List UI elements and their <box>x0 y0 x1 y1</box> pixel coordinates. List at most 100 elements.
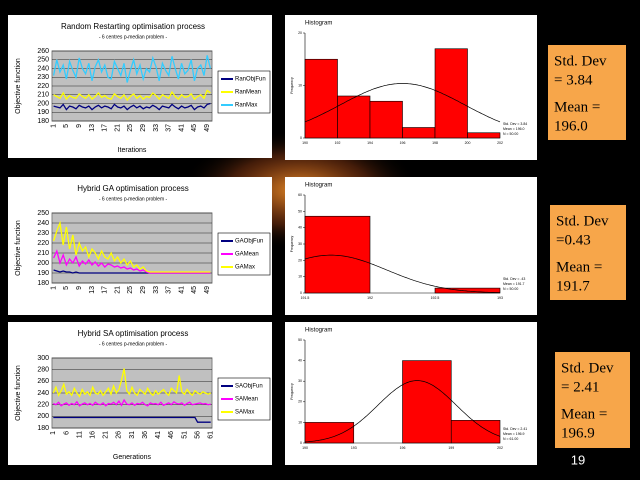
stats-text: Std. Dev <box>556 213 609 229</box>
y-tick-label: 250 <box>37 57 49 64</box>
stats-text: Std. Dev <box>561 360 614 376</box>
y-tick-label: 260 <box>37 48 49 55</box>
stats-text: Std. Dev <box>554 53 607 69</box>
x-tick-label: 45 <box>191 124 198 132</box>
x-tick-label: 49 <box>204 286 211 294</box>
y-tick-label: 20 <box>298 400 302 404</box>
x-tick-label: 202 <box>497 141 503 145</box>
y-axis-label: Frequency <box>290 77 294 94</box>
x-tick-label: 36 <box>142 431 149 439</box>
stats-label: N = 61.00 <box>503 437 518 441</box>
x-tick-label: 61 <box>208 431 215 439</box>
y-tick-label: 0 <box>300 136 302 140</box>
x-tick-label: 21 <box>103 431 110 439</box>
stats-box <box>548 45 626 140</box>
y-tick-label: 20 <box>298 258 302 262</box>
bar <box>450 420 501 444</box>
stats-text: 191.7 <box>556 278 590 294</box>
series-line <box>53 89 211 102</box>
stats-text: 196.0 <box>554 118 588 134</box>
y-tick-label: 200 <box>37 260 49 267</box>
x-tick-label: 31 <box>129 431 136 439</box>
legend-label: RanObjFun <box>235 77 266 83</box>
chart-subtitle: - 6 centres p-median problem - <box>99 196 168 202</box>
series-line <box>52 368 211 398</box>
series-line <box>53 102 211 111</box>
x-tick-label: 37 <box>166 124 173 132</box>
series-line <box>53 398 211 407</box>
y-tick-label: 40 <box>298 226 302 230</box>
stats-text: = 2.41 <box>561 379 599 395</box>
y-tick-label: 210 <box>37 250 49 257</box>
x-tick-label: 190 <box>302 446 308 450</box>
stats-text: 196.9 <box>561 425 595 441</box>
x-tick-label: 5 <box>63 286 70 290</box>
x-tick-label: 190 <box>302 141 308 145</box>
x-tick-label: 51 <box>181 431 188 439</box>
y-tick-label: 240 <box>37 220 49 227</box>
legend-label: GAMax <box>235 265 255 271</box>
y-tick-label: 50 <box>298 209 302 213</box>
y-tick-label: 180 <box>37 425 49 432</box>
y-tick-label: 30 <box>298 242 302 246</box>
y-tick-label: 280 <box>37 367 49 374</box>
x-tick-label: 5 <box>63 124 70 128</box>
y-axis-label: Objective function <box>15 58 22 114</box>
normal-curve <box>304 254 500 293</box>
normal-curve <box>304 380 501 443</box>
page-number: 19 <box>571 452 585 467</box>
x-tick-label: 6 <box>63 431 70 435</box>
y-axis-label: Frequency <box>290 235 294 252</box>
y-axis-label: Frequency <box>290 383 294 400</box>
y-axis-label: Objective function <box>15 365 22 421</box>
legend-label: SAObjFun <box>235 384 263 390</box>
x-tick-label: 9 <box>76 124 83 128</box>
x-tick-label: 49 <box>204 124 211 132</box>
x-tick-label: 198 <box>432 141 438 145</box>
legend-label: GAMean <box>235 252 259 258</box>
y-tick-label: 240 <box>37 65 49 72</box>
y-tick-label: 250 <box>37 210 49 217</box>
x-tick-label: 1 <box>50 286 57 290</box>
x-tick-label: 191.5 <box>301 296 310 300</box>
stats-label: Mean = 196.0 <box>503 127 525 131</box>
x-tick-label: 192 <box>367 296 373 300</box>
bar <box>434 287 501 294</box>
x-tick-label: 45 <box>191 286 198 294</box>
bar <box>337 95 371 139</box>
legend-label: RanMean <box>235 90 261 96</box>
x-tick-label: 33 <box>153 286 160 294</box>
legend-label: GAObjFun <box>235 239 263 245</box>
plot-area <box>51 212 213 284</box>
y-tick-label: 180 <box>37 280 49 287</box>
x-axis-label: Iterations <box>118 147 147 154</box>
y-tick-label: 220 <box>37 83 49 90</box>
series-line <box>53 249 211 274</box>
x-tick-label: 196 <box>400 141 406 145</box>
stats-text: = 3.84 <box>554 72 593 88</box>
x-axis-label: Generations <box>113 454 152 461</box>
chart-subtitle: - 6 centres p-median problem - <box>99 341 168 347</box>
y-tick-label: 30 <box>298 379 302 383</box>
y-tick-label: 190 <box>37 109 49 116</box>
normal-curve <box>304 83 501 123</box>
y-tick-label: 10 <box>298 275 302 279</box>
x-tick-label: 196 <box>400 446 406 450</box>
x-tick-label: 1 <box>50 124 57 128</box>
y-tick-label: 10 <box>298 420 302 424</box>
x-tick-label: 17 <box>102 286 109 294</box>
x-tick-label: 193 <box>497 296 503 300</box>
stats-text: =0.43 <box>556 232 591 248</box>
stats-label: N = 50.00 <box>503 287 518 291</box>
y-tick-label: 230 <box>37 230 49 237</box>
x-tick-label: 193 <box>351 446 357 450</box>
stats-box <box>550 205 626 300</box>
y-tick-label: 200 <box>37 100 49 107</box>
bar <box>304 215 371 294</box>
x-tick-label: 17 <box>102 124 109 132</box>
stats-text: Mean = <box>556 259 602 275</box>
y-tick-label: 0 <box>300 441 302 445</box>
y-tick-label: 220 <box>37 240 49 247</box>
x-tick-label: 13 <box>89 124 96 132</box>
